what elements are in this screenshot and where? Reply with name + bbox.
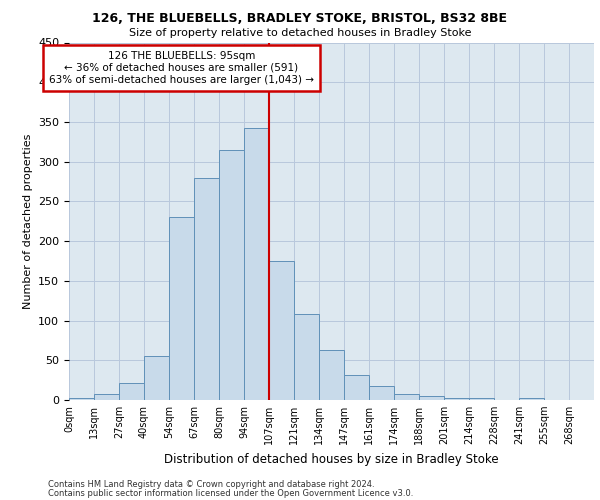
Bar [144, 356, 169, 400]
Bar [369, 386, 394, 400]
Bar [269, 261, 294, 400]
X-axis label: Distribution of detached houses by size in Bradley Stoke: Distribution of detached houses by size … [164, 452, 499, 466]
Bar [394, 394, 419, 400]
Bar [219, 150, 244, 400]
Bar [119, 382, 144, 400]
Bar [419, 396, 444, 400]
Bar [194, 178, 219, 400]
Text: Contains public sector information licensed under the Open Government Licence v3: Contains public sector information licen… [48, 488, 413, 498]
Bar [169, 218, 194, 400]
Text: Size of property relative to detached houses in Bradley Stoke: Size of property relative to detached ho… [129, 28, 471, 38]
Bar [69, 398, 94, 400]
Bar [519, 398, 544, 400]
Bar [244, 128, 269, 400]
Text: 126, THE BLUEBELLS, BRADLEY STOKE, BRISTOL, BS32 8BE: 126, THE BLUEBELLS, BRADLEY STOKE, BRIST… [92, 12, 508, 26]
Bar [444, 398, 469, 400]
Bar [319, 350, 344, 400]
Text: Contains HM Land Registry data © Crown copyright and database right 2024.: Contains HM Land Registry data © Crown c… [48, 480, 374, 489]
Text: 126 THE BLUEBELLS: 95sqm
← 36% of detached houses are smaller (591)
63% of semi-: 126 THE BLUEBELLS: 95sqm ← 36% of detach… [49, 52, 314, 84]
Bar [294, 314, 319, 400]
Y-axis label: Number of detached properties: Number of detached properties [23, 134, 32, 309]
Bar [344, 374, 369, 400]
Bar [469, 398, 494, 400]
Bar [94, 394, 119, 400]
